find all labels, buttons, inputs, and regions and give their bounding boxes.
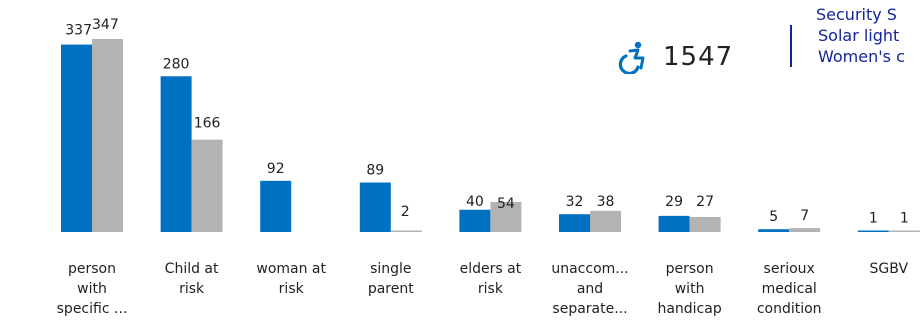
data-label: 29 <box>665 194 683 210</box>
bar <box>590 210 621 232</box>
data-label: 2 <box>401 204 410 220</box>
bar <box>789 228 821 232</box>
category-label: handicap <box>657 301 721 317</box>
data-label: 27 <box>696 194 714 210</box>
bar <box>559 214 590 232</box>
category-label: with <box>77 281 107 297</box>
bar <box>260 180 292 232</box>
category-label: SGBV <box>870 261 909 277</box>
category-label: condition <box>757 301 822 317</box>
data-label: 40 <box>466 194 484 210</box>
category-label: unaccom... <box>551 261 628 277</box>
category-label: single <box>370 261 411 277</box>
data-label: 92 <box>267 161 285 177</box>
data-label: 1 <box>900 211 909 227</box>
wheelchair-icon <box>618 41 645 74</box>
data-label: 7 <box>800 208 809 224</box>
bar <box>459 209 491 232</box>
data-label: 32 <box>566 194 584 210</box>
bar <box>61 44 92 233</box>
bar <box>191 139 223 232</box>
bar <box>390 230 422 232</box>
category-label: person <box>666 261 714 277</box>
category-label: serioux <box>764 261 815 277</box>
bar <box>758 229 790 232</box>
bar <box>359 182 391 232</box>
category-label: woman at <box>256 261 326 277</box>
data-label: 54 <box>497 196 515 212</box>
side-list-item: Security S <box>816 5 897 24</box>
data-label: 337 <box>65 23 92 39</box>
bar <box>888 230 920 232</box>
bar <box>490 201 522 232</box>
category-label: specific ... <box>57 301 128 317</box>
category-label: Child at <box>165 261 219 277</box>
data-label: 347 <box>92 17 119 33</box>
category-label: medical <box>762 281 817 297</box>
category-label: person <box>68 261 116 277</box>
bar <box>689 216 721 232</box>
category-label: with <box>675 281 705 297</box>
bar <box>160 76 192 232</box>
bar <box>658 215 690 232</box>
data-label: 38 <box>597 194 615 210</box>
category-label: risk <box>478 281 504 297</box>
kpi-value: 1547 <box>663 42 734 72</box>
category-label: parent <box>368 281 414 297</box>
side-list: Security S Solar light Women's c <box>790 4 905 67</box>
kpi-block: 1547 <box>617 40 733 74</box>
side-list-item: Women's c <box>790 46 905 67</box>
data-label: 1 <box>869 211 878 227</box>
category-label: elders at <box>460 261 522 277</box>
category-label: and <box>577 281 603 297</box>
data-label: 5 <box>769 209 778 225</box>
bar <box>857 230 889 232</box>
data-label: 166 <box>194 116 221 132</box>
side-list-item: Solar light <box>790 25 905 46</box>
category-label: risk <box>179 281 205 297</box>
bar <box>92 39 123 232</box>
category-label: risk <box>279 281 305 297</box>
data-label: 280 <box>163 56 190 72</box>
data-label: 89 <box>366 162 384 178</box>
category-label: separate... <box>552 301 627 317</box>
